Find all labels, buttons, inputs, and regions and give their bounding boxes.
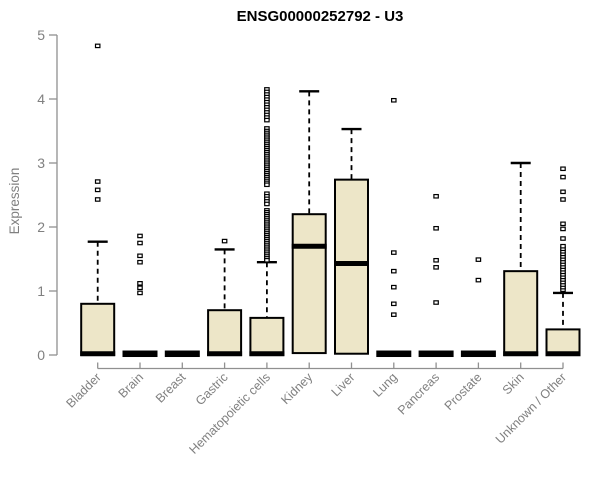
outlier-point bbox=[137, 253, 143, 259]
outlier-point bbox=[137, 233, 143, 239]
outlier-point bbox=[221, 238, 228, 244]
outlier-point bbox=[137, 285, 143, 291]
collapsed-box bbox=[164, 350, 200, 358]
outlier-point bbox=[560, 174, 566, 180]
box-rect bbox=[503, 270, 539, 356]
outlier-point bbox=[264, 201, 270, 207]
box-rect bbox=[249, 316, 285, 357]
outlier-point bbox=[433, 225, 439, 231]
outlier-point bbox=[391, 250, 397, 255]
collapsed-box bbox=[376, 350, 412, 358]
x-tick-label: Hematopoietic cells bbox=[186, 370, 273, 457]
box-rect bbox=[545, 328, 581, 356]
collapsed-box bbox=[418, 350, 454, 358]
outlier-point bbox=[475, 277, 482, 283]
outlier-point bbox=[433, 265, 439, 270]
y-axis-title: Expression bbox=[7, 167, 22, 235]
outlier-point bbox=[560, 189, 566, 195]
box-rect bbox=[207, 309, 243, 357]
outlier-point bbox=[137, 281, 143, 286]
x-tick-label: Breast bbox=[153, 370, 189, 406]
outlier-point bbox=[264, 117, 270, 123]
y-tick-label: 5 bbox=[37, 27, 45, 43]
box-rect bbox=[291, 213, 327, 355]
box-rect bbox=[334, 178, 369, 355]
x-tick-label: Prostate bbox=[442, 370, 485, 413]
outlier-point bbox=[264, 182, 270, 188]
outlier-point bbox=[475, 257, 482, 262]
outlier-point bbox=[137, 240, 143, 246]
outlier-point bbox=[560, 243, 566, 249]
outlier-point bbox=[433, 257, 439, 263]
outlier-point bbox=[560, 166, 566, 172]
outlier-point bbox=[391, 284, 397, 290]
collapsed-box bbox=[460, 350, 496, 358]
outlier-point bbox=[560, 197, 566, 202]
collapsed-box bbox=[122, 350, 158, 358]
y-tick-label: 3 bbox=[37, 155, 45, 171]
x-tick-label: Pancreas bbox=[395, 370, 442, 417]
outlier-point bbox=[433, 300, 439, 305]
outlier-point bbox=[94, 43, 101, 49]
outlier-point bbox=[433, 193, 439, 199]
x-tick-label: Gastric bbox=[193, 370, 231, 408]
outlier-point bbox=[391, 301, 397, 307]
y-tick-label: 4 bbox=[37, 91, 45, 107]
y-tick-label: 2 bbox=[37, 219, 45, 235]
outlier-point bbox=[560, 226, 566, 232]
x-tick-label: Liver bbox=[329, 370, 358, 399]
outlier-point bbox=[391, 97, 397, 103]
chart-title: ENSG00000252792 - U3 bbox=[236, 8, 404, 25]
x-tick-label: Skin bbox=[500, 370, 527, 397]
outlier-point bbox=[391, 268, 397, 274]
x-tick-label: Brain bbox=[116, 370, 147, 401]
outlier-point bbox=[94, 187, 101, 193]
outlier-point bbox=[264, 257, 270, 263]
outlier-point bbox=[94, 197, 101, 202]
outlier-point bbox=[94, 179, 101, 184]
outlier-point bbox=[137, 290, 143, 296]
outlier-point bbox=[560, 236, 566, 241]
box-rect bbox=[80, 302, 116, 356]
outlier-point bbox=[391, 312, 397, 317]
y-tick-label: 1 bbox=[37, 283, 45, 299]
x-tick-label: Bladder bbox=[63, 370, 103, 410]
x-tick-label: Lung bbox=[370, 370, 400, 400]
x-tick-label: Kidney bbox=[278, 370, 315, 407]
outlier-point bbox=[137, 259, 143, 265]
outlier-point bbox=[560, 221, 566, 227]
y-tick-label: 0 bbox=[37, 347, 45, 363]
